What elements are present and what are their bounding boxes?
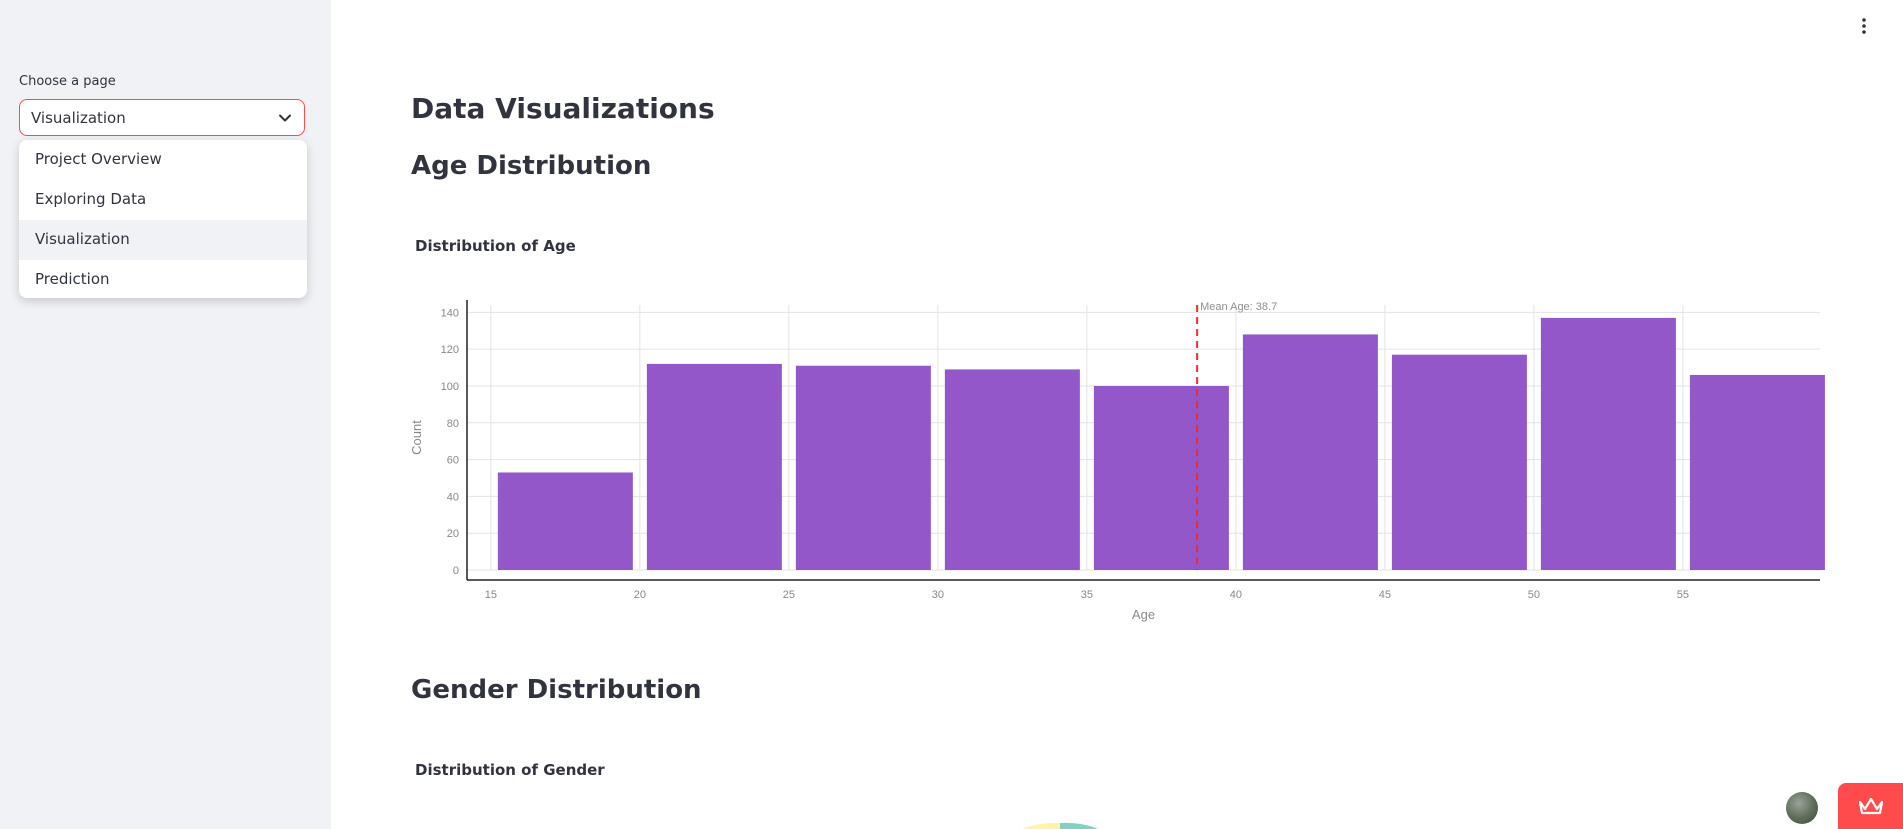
y-tick-label: 0 bbox=[453, 565, 459, 577]
avatar[interactable] bbox=[1786, 792, 1818, 824]
page-dropdown-menu: Project Overview Exploring Data Visualiz… bbox=[19, 140, 307, 298]
page-select-value: Visualization bbox=[31, 109, 126, 127]
x-tick-label: 40 bbox=[1230, 589, 1242, 601]
gender-chart-title: Distribution of Gender bbox=[415, 761, 605, 779]
histogram-bar bbox=[795, 365, 931, 570]
chevron-down-icon bbox=[279, 114, 291, 122]
y-tick-label: 20 bbox=[447, 528, 459, 540]
histogram-bar bbox=[1689, 374, 1825, 570]
x-tick-label: 45 bbox=[1379, 589, 1391, 601]
y-tick-label: 140 bbox=[441, 307, 459, 319]
y-tick-label: 40 bbox=[447, 491, 459, 503]
sidebar: Choose a page Visualization Project Over… bbox=[0, 0, 331, 829]
page-select[interactable]: Visualization bbox=[19, 99, 305, 136]
page-title: Data Visualizations bbox=[411, 92, 715, 125]
x-axis-title: Age bbox=[1132, 607, 1155, 622]
histogram-bar bbox=[497, 472, 633, 570]
y-tick-label: 100 bbox=[441, 381, 459, 393]
kebab-menu-icon[interactable] bbox=[1859, 17, 1869, 35]
option-project-overview[interactable]: Project Overview bbox=[35, 150, 162, 168]
x-tick-label: 50 bbox=[1528, 589, 1540, 601]
y-tick-label: 60 bbox=[447, 455, 459, 467]
histogram-bar bbox=[944, 369, 1080, 570]
mean-annotation: Mean Age: 38.7 bbox=[1200, 301, 1277, 313]
histogram-bar bbox=[646, 363, 782, 570]
x-tick-label: 35 bbox=[1081, 589, 1093, 601]
option-exploring-data[interactable]: Exploring Data bbox=[35, 190, 147, 208]
x-tick-label: 20 bbox=[634, 589, 646, 601]
histogram-bar bbox=[1540, 317, 1676, 570]
page-select-label: Choose a page bbox=[19, 74, 116, 89]
histogram-bar bbox=[1391, 354, 1527, 570]
gender-pie-chart-partial bbox=[1022, 822, 1098, 829]
x-tick-label: 30 bbox=[932, 589, 944, 601]
deploy-button[interactable] bbox=[1838, 783, 1903, 829]
option-prediction[interactable]: Prediction bbox=[35, 270, 110, 288]
x-tick-label: 15 bbox=[485, 589, 497, 601]
x-tick-label: 25 bbox=[783, 589, 795, 601]
section-heading-gender: Gender Distribution bbox=[411, 675, 702, 705]
x-tick-label: 55 bbox=[1677, 589, 1689, 601]
y-axis-title: Count bbox=[409, 420, 424, 455]
histogram-bar bbox=[1242, 334, 1378, 570]
age-chart-title: Distribution of Age bbox=[415, 237, 576, 255]
age-histogram-chart: 0 20 40 60 80 100 120 140 15 20 25 30 35 40 45 50 55 Age C… bbox=[409, 300, 1825, 622]
y-tick-label: 120 bbox=[441, 344, 459, 356]
histogram-bar bbox=[1093, 385, 1229, 570]
section-heading-age: Age Distribution bbox=[411, 151, 652, 181]
crown-icon bbox=[1858, 797, 1884, 815]
y-tick-label: 80 bbox=[447, 418, 459, 430]
option-visualization[interactable]: Visualization bbox=[19, 220, 307, 260]
